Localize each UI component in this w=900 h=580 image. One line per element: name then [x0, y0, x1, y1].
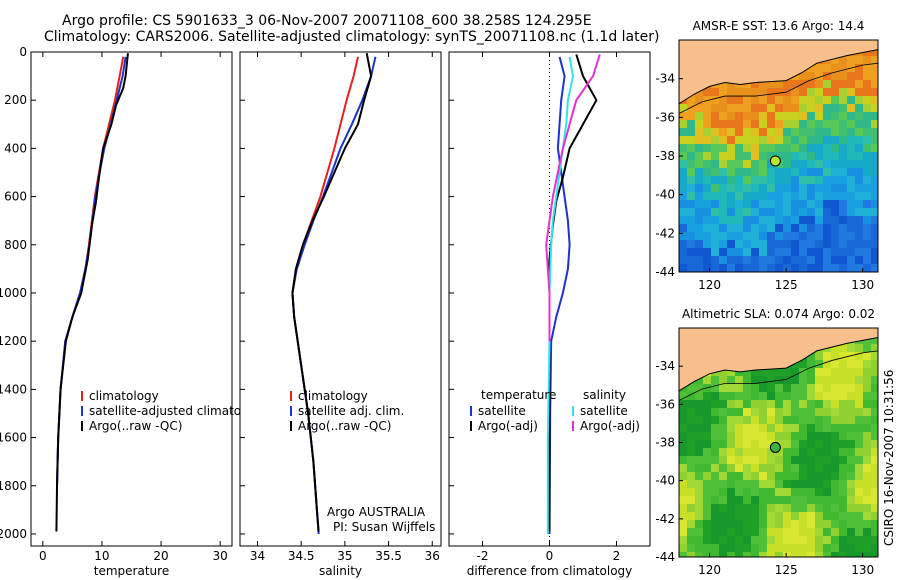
legend-label: satellite	[478, 404, 526, 418]
x-axis-label: temperature	[94, 564, 169, 578]
y-tick-label: 800	[4, 238, 27, 252]
map-panel-1: AMSR-E SST: 13.6 Argo: 14.4 120 125 130 -34 -…	[655, 19, 879, 292]
x-tick-label: 0	[39, 549, 47, 563]
float-location-marker	[769, 155, 781, 167]
x-tick-label: 20	[153, 549, 168, 563]
series-line	[55, 53, 129, 532]
x-tick-label: 10	[94, 549, 109, 563]
depth-contour	[678, 350, 879, 401]
y-tick-label: -44	[655, 265, 675, 279]
legend-label: satellite adj. clim.	[298, 404, 404, 418]
plot-frame	[239, 51, 442, 547]
y-tick-label: 200	[4, 93, 27, 107]
legend-label: Argo(..raw -QC)	[298, 419, 391, 433]
series-line	[545, 54, 601, 342]
y-tick-label: -40	[655, 474, 675, 488]
map-panel-2: Altimetric SLA: 0.074 Argo: 0.02 120 125 13…	[655, 307, 879, 577]
x-tick-label: 36	[425, 549, 440, 563]
y-tick-label: -38	[655, 149, 675, 163]
x-tick-label: 30	[213, 549, 228, 563]
y-tick-label: 1200	[0, 334, 27, 348]
coastline	[678, 49, 879, 105]
figure-title-line2: Climatology: CARS2006. Satellite-adjuste…	[44, 29, 660, 45]
x-tick-label: 120	[698, 278, 721, 292]
y-tick-label: 2000	[0, 527, 27, 541]
x-tick-label: 125	[775, 278, 798, 292]
legend-heading: temperature	[481, 388, 556, 402]
y-tick-label: -40	[655, 188, 675, 202]
series-line	[291, 53, 373, 532]
y-tick-label: -36	[655, 397, 675, 411]
y-tick-label: 1600	[0, 431, 27, 445]
y-tick-label: 1800	[0, 479, 27, 493]
map-title: AMSR-E SST: 13.6 Argo: 14.4	[693, 19, 865, 33]
annotation-line1: Argo AUSTRALIA	[327, 505, 426, 519]
profile-panel-1: 0 10 20 30 temperature 0 200 400 600 800 1000 1200 1…	[0, 45, 267, 578]
y-tick-label: -44	[655, 550, 675, 564]
land-mask	[679, 40, 878, 104]
legend-label: climatology	[298, 389, 368, 403]
y-tick-label: 600	[4, 190, 27, 204]
y-tick-label: -42	[655, 512, 675, 526]
legend-label: Argo(-adj)	[478, 419, 538, 433]
coastline	[678, 337, 879, 392]
figure-title-line1: Argo profile: CS 5901633_3 06-Nov-2007 2…	[62, 13, 592, 29]
map-title: Altimetric SLA: 0.074 Argo: 0.02	[682, 307, 875, 321]
y-tick-label: 1000	[0, 286, 27, 300]
depth-contour	[678, 62, 879, 114]
legend-heading: salinity	[583, 388, 626, 402]
credit-timestamp: CSIRO 16-Nov-2007 10:31:56	[882, 370, 896, 546]
x-axis-label: salinity	[319, 564, 362, 578]
x-tick-label: 35	[337, 549, 352, 563]
profile-panel-2: 34 34.5 35 35.5 36 salinity climatologysatelli…	[239, 51, 442, 578]
y-tick-label: 1400	[0, 382, 27, 396]
x-tick-label: 125	[775, 563, 798, 577]
legend-label: Argo(-adj)	[580, 419, 640, 433]
x-tick-label: 130	[851, 278, 874, 292]
x-tick-label: 0	[546, 549, 554, 563]
y-tick-label: -38	[655, 436, 675, 450]
x-tick-label: 34.5	[288, 549, 315, 563]
y-tick-label: -34	[655, 72, 675, 86]
legend-label: satellite-adjusted climatology	[89, 404, 267, 418]
x-tick-label: 130	[851, 563, 874, 577]
land-mask	[679, 328, 878, 391]
x-tick-label: 34	[250, 549, 265, 563]
legend-label: climatology	[89, 389, 159, 403]
x-axis-label: difference from climatology	[467, 564, 633, 578]
legend-label: Argo(..raw -QC)	[89, 419, 182, 433]
plot-frame	[30, 51, 233, 547]
annotation-line2: PI: Susan Wijffels	[333, 520, 435, 534]
x-tick-label: 35.5	[375, 549, 402, 563]
series-line	[548, 56, 571, 534]
y-tick-label: -36	[655, 110, 675, 124]
x-tick-label: 2	[613, 549, 621, 563]
float-location-marker	[769, 441, 781, 453]
y-tick-label: 400	[4, 141, 27, 155]
y-tick-label: -34	[655, 359, 675, 373]
x-tick-label: -2	[477, 549, 489, 563]
legend-label: satellite	[580, 404, 628, 418]
y-tick-label: -42	[655, 226, 675, 240]
y-tick-label: 0	[19, 45, 27, 59]
x-tick-label: 120	[698, 563, 721, 577]
